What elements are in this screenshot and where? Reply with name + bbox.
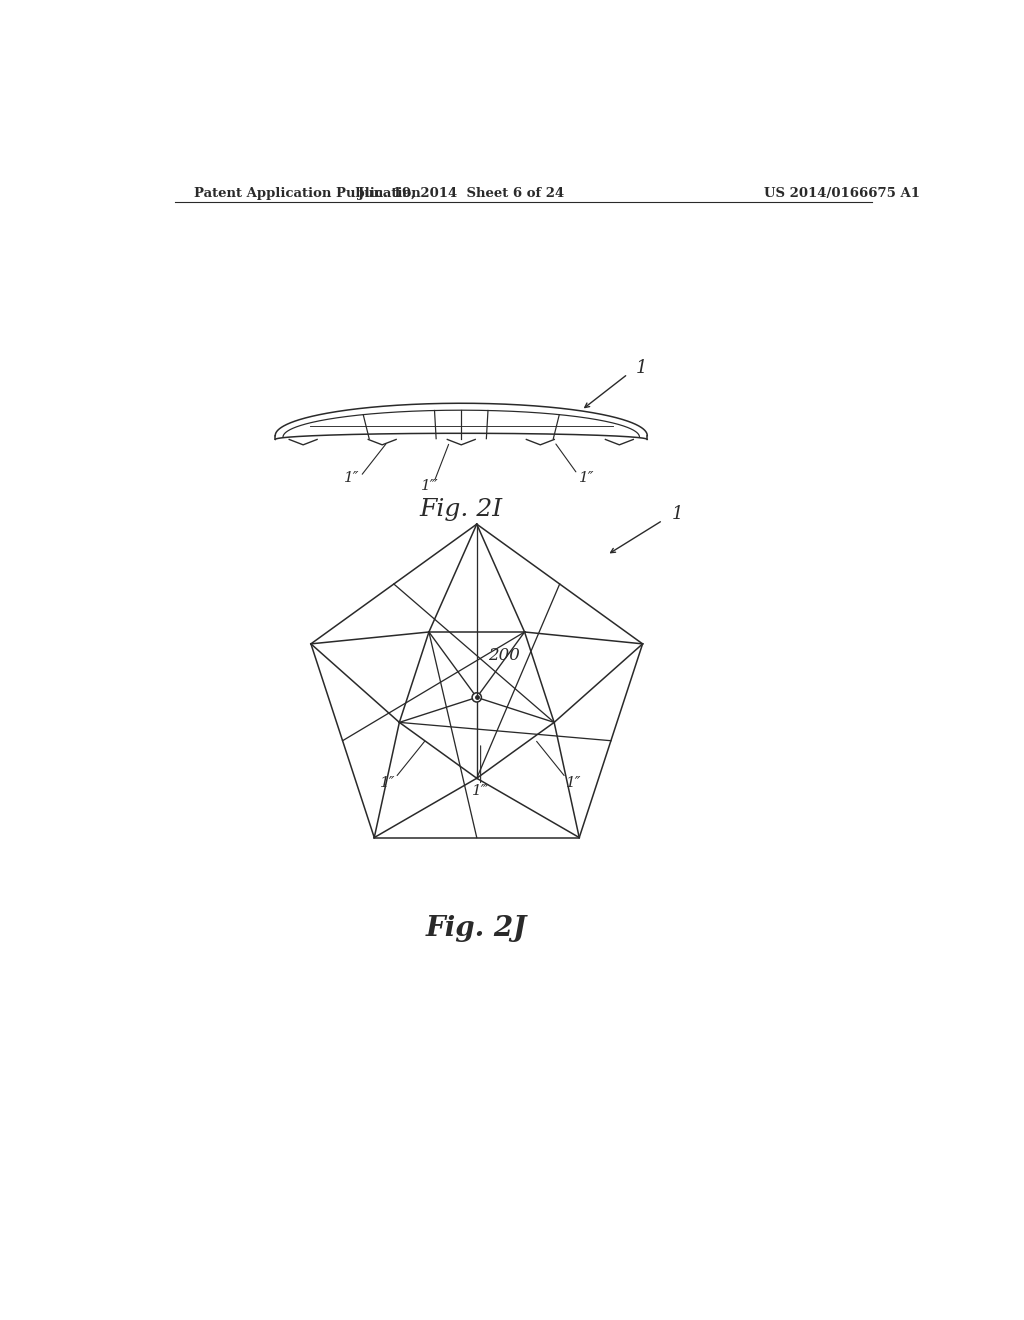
Text: 1″: 1″ bbox=[380, 776, 395, 789]
Text: 1: 1 bbox=[636, 359, 647, 376]
Text: 1‴: 1‴ bbox=[472, 784, 489, 799]
Text: 1″: 1″ bbox=[343, 471, 359, 484]
Text: 1‴: 1‴ bbox=[422, 479, 439, 494]
Text: 200: 200 bbox=[488, 647, 520, 664]
Text: Fig. 2J: Fig. 2J bbox=[426, 915, 527, 942]
Text: US 2014/0166675 A1: US 2014/0166675 A1 bbox=[764, 187, 920, 199]
Text: 1″: 1″ bbox=[566, 776, 582, 789]
Text: 1: 1 bbox=[672, 506, 684, 523]
Text: Patent Application Publication: Patent Application Publication bbox=[194, 187, 421, 199]
Text: 1″: 1″ bbox=[579, 471, 595, 484]
Text: Fig. 2I: Fig. 2I bbox=[420, 499, 503, 521]
Text: Jun. 19, 2014  Sheet 6 of 24: Jun. 19, 2014 Sheet 6 of 24 bbox=[358, 187, 564, 199]
